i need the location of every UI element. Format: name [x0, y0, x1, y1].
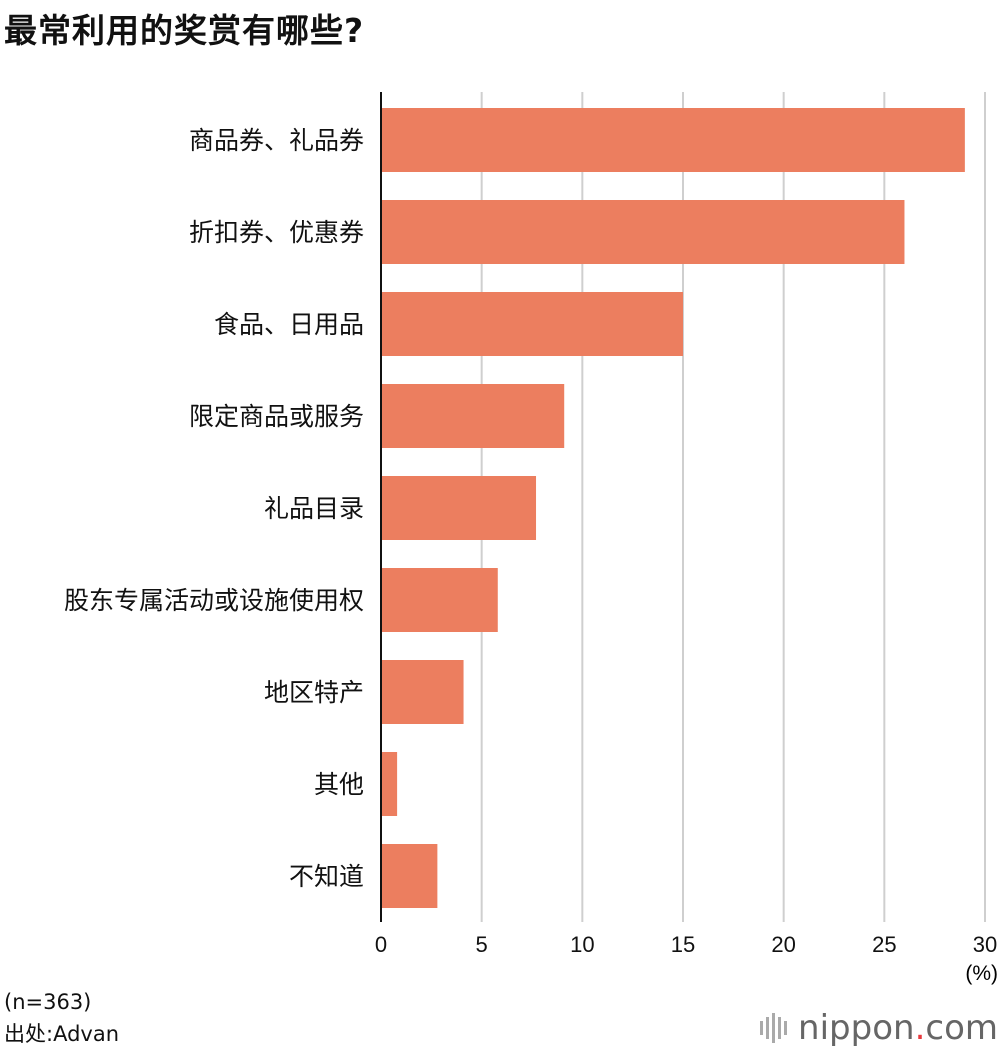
x-tick-labels: 0 5 10 15 20 25 30	[375, 932, 997, 957]
bar	[381, 844, 438, 908]
x-tick-label: 25	[872, 932, 896, 957]
logo-dot: .	[914, 1008, 926, 1048]
logo-tld: com	[925, 1008, 998, 1048]
bar	[381, 384, 565, 448]
category-label: 礼品目录	[264, 494, 364, 523]
bar	[381, 200, 905, 264]
bar	[381, 476, 537, 540]
logo-bars-icon	[760, 1013, 790, 1043]
category-label: 限定商品或服务	[189, 402, 364, 431]
x-tick-label: 0	[375, 932, 387, 957]
category-label: 地区特产	[264, 678, 364, 707]
category-label: 折扣券、优惠券	[189, 218, 364, 247]
bar	[381, 568, 498, 632]
bar	[381, 292, 683, 356]
bar	[381, 660, 464, 724]
category-label: 商品券、礼品券	[189, 126, 364, 155]
category-label: 不知道	[289, 862, 364, 891]
category-label: 股东专属活动或设施使用权	[64, 586, 364, 615]
sample-size-note: (n=363)	[4, 990, 92, 1014]
category-label: 食品、日用品	[214, 310, 364, 339]
x-tick-label: 5	[476, 932, 488, 957]
logo-name: nippon	[798, 1008, 915, 1048]
bar	[381, 108, 965, 172]
x-tick-label: 30	[973, 932, 997, 957]
bar	[381, 752, 398, 816]
category-label: 其他	[314, 770, 364, 799]
bars	[381, 108, 965, 908]
chart-title: 最常利用的奖赏有哪些?	[4, 11, 365, 50]
x-tick-label: 10	[570, 932, 594, 957]
source-note: 出处:Advan	[4, 1022, 120, 1046]
x-tick-label: 20	[771, 932, 795, 957]
bar-chart: 商品券、礼品券折扣券、优惠券食品、日用品限定商品或服务礼品目录股东专属活动或设施…	[64, 92, 998, 985]
unit-label: (%)	[965, 962, 998, 985]
category-labels: 商品券、礼品券折扣券、优惠券食品、日用品限定商品或服务礼品目录股东专属活动或设施…	[64, 126, 364, 891]
nippon-logo: nippon. com	[760, 1008, 998, 1048]
x-tick-label: 15	[671, 932, 695, 957]
